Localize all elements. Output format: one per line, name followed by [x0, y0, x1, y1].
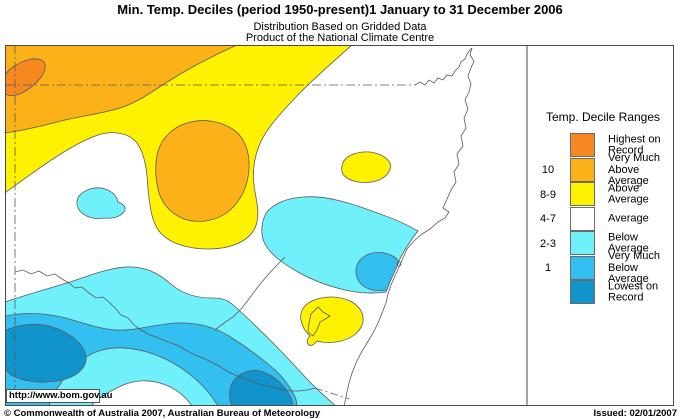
region-very-much-above-central: [155, 120, 250, 222]
region-below-average-west: [76, 187, 126, 219]
legend-range-8-9: 8-9: [540, 188, 556, 201]
legend-title: Temp. Decile Ranges: [545, 110, 661, 124]
region-lowest-on-record-west: [5, 323, 87, 383]
legend-label-highest: Highest on Record: [608, 133, 661, 157]
legend-swatch-very-much-below: [570, 255, 595, 280]
legend-label-very-much-above: Very Much Above Average: [608, 151, 660, 187]
page-subtitle-1: Distribution Based on Gridded Data: [253, 21, 427, 33]
harbour-detail: [396, 261, 402, 267]
figure-frame: [5, 45, 674, 406]
qld-border-river: [414, 47, 473, 86]
river-murrumbidgee: [214, 256, 286, 331]
legend-swatch-lowest: [570, 280, 595, 304]
copyright-text: © Commonwealth of Australia 2007, Austra…: [4, 408, 321, 419]
region-very-much-above-nw: [5, 45, 237, 134]
legend-range-4-7: 4-7: [540, 213, 556, 225]
bom-url-label: http://www.bom.gov.au: [6, 389, 112, 403]
nsw-coastline: [343, 47, 475, 406]
act-border: [307, 306, 331, 337]
legend-label-lowest: Lowest on Record: [608, 280, 659, 304]
legend-label-average: Average: [608, 212, 649, 225]
murray-river-border: [14, 269, 316, 392]
legend-swatch-above: [570, 182, 595, 206]
vic-border-east: [314, 387, 350, 400]
legend-swatch-highest: [570, 133, 595, 157]
legend-label-above: Above Average: [608, 182, 649, 206]
legend-label-below: Below Average: [608, 231, 649, 255]
page-title: Min. Temp. Deciles (period 1950-present)…: [117, 2, 563, 17]
region-above-average-central: [341, 151, 391, 183]
legend-range-1: 1: [544, 262, 552, 274]
issued-date: Issued: 02/01/2007: [593, 408, 677, 419]
region-very-much-below-coastal: [355, 251, 400, 292]
legend-swatch-below: [570, 231, 595, 255]
legend-swatch-very-much-above: [570, 157, 595, 182]
legend-swatch-average: [570, 206, 595, 231]
page-subtitle-2: Product of the National Climate Centre: [245, 32, 435, 44]
legend-range-2-3: 2-3: [540, 237, 556, 250]
legend-label-very-much-below: Very Much Below Average: [608, 249, 660, 285]
legend-range-10: 10: [541, 164, 555, 176]
